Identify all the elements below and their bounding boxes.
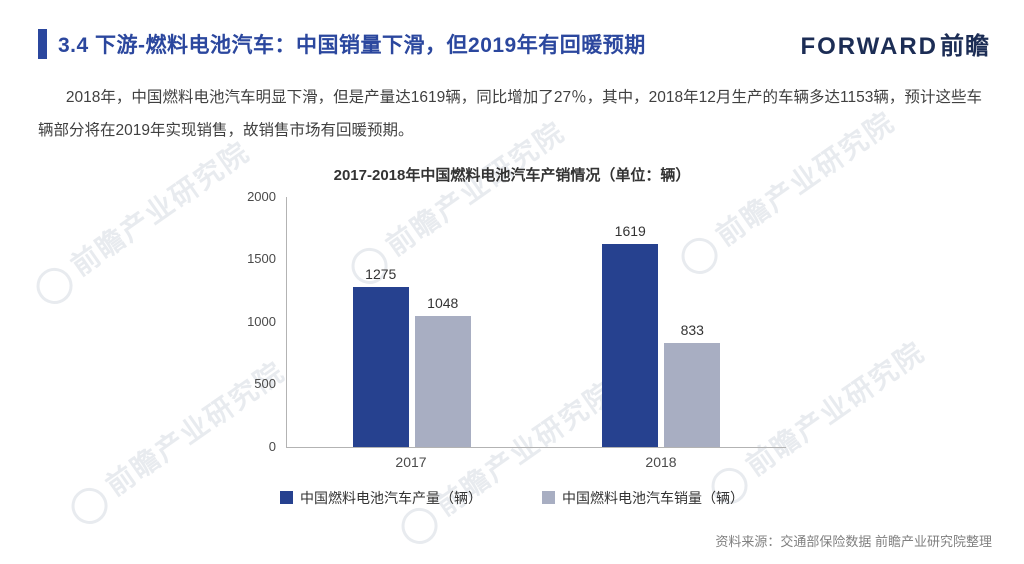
x-axis-label: 2018 xyxy=(645,453,677,470)
bar-group: 1619 833 xyxy=(602,223,721,447)
y-axis: 0 500 1000 1500 2000 xyxy=(238,189,286,454)
legend: 中国燃料电池汽车产量（辆） 中国燃料电池汽车销量（辆） xyxy=(0,488,1024,508)
watermark-logo-icon xyxy=(394,500,445,551)
legend-swatch xyxy=(280,491,293,505)
slide-header: 3.4 下游-燃料电池汽车：中国销量下滑，但2019年有回暖预期 FORWARD… xyxy=(0,0,1024,61)
legend-swatch xyxy=(542,491,555,505)
bar-value-label: 833 xyxy=(680,321,704,338)
legend-label: 中国燃料电池汽车销量（辆） xyxy=(562,489,744,506)
bar-value-label: 1275 xyxy=(365,266,397,283)
bar xyxy=(352,287,409,447)
legend-item: 中国燃料电池汽车销量（辆） xyxy=(542,488,744,508)
x-axis-label: 2017 xyxy=(395,453,427,470)
logo-text-en: FORWARD xyxy=(800,33,938,60)
forward-logo: FORWARD前瞻 xyxy=(800,26,990,61)
bar-group: 1275 1048 xyxy=(352,266,471,447)
y-tick-label: 1000 xyxy=(247,313,276,329)
bar-column: 833 xyxy=(664,321,721,447)
bar-column: 1275 xyxy=(352,266,409,447)
bar-column: 1619 xyxy=(602,223,659,447)
y-tick-label: 0 xyxy=(268,438,276,454)
plot-area: 1275 1048 1619 833 xyxy=(286,196,786,448)
chart-title: 2017-2018年中国燃料电池汽车产销情况（单位：辆） xyxy=(333,166,691,184)
x-axis: 2017 2018 xyxy=(286,454,786,470)
legend-item: 中国燃料电池汽车产量（辆） xyxy=(280,488,482,508)
legend-label: 中国燃料电池汽车产量（辆） xyxy=(300,489,482,506)
y-tick-label: 2000 xyxy=(247,188,276,204)
title-accent-bar xyxy=(38,28,47,59)
source-note: 资料来源：交通部保险数据 前瞻产业研究院整理 xyxy=(715,534,992,549)
y-tick-label: 1500 xyxy=(247,251,276,267)
bar xyxy=(602,244,659,447)
chart: 2017-2018年中国燃料电池汽车产销情况（单位：辆） 0 500 1000 150… xyxy=(0,164,1024,508)
bar-column: 1048 xyxy=(414,294,471,447)
body-paragraph: 2018年，中国燃料电池汽车明显下滑，但是产量达1619辆，同比增加了27％，其… xyxy=(38,89,982,140)
bar-value-label: 1619 xyxy=(614,223,646,240)
logo-text-cn: 前瞻 xyxy=(940,33,990,60)
bar-value-label: 1048 xyxy=(427,294,459,311)
page-title: 3.4 下游-燃料电池汽车：中国销量下滑，但2019年有回暖预期 xyxy=(58,33,646,57)
bar xyxy=(414,315,471,447)
y-tick-label: 500 xyxy=(254,376,276,392)
bar xyxy=(664,342,721,447)
